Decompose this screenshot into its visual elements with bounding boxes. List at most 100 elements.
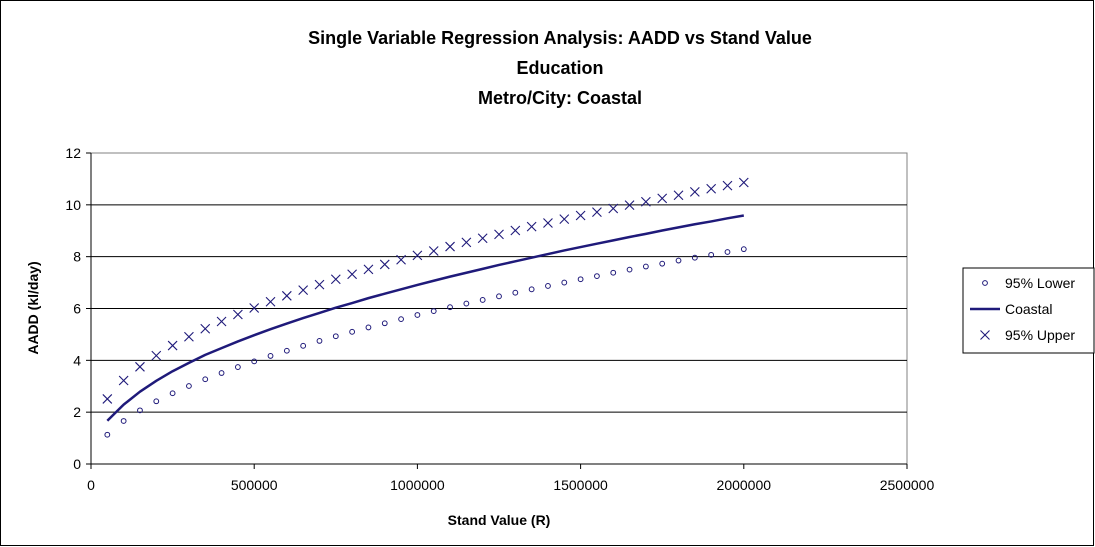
data-point xyxy=(512,289,519,296)
y-axis-title: AADD (kl/day) xyxy=(25,261,41,354)
data-point xyxy=(267,353,274,359)
y-tick-label: 8 xyxy=(73,249,81,265)
data-point xyxy=(477,233,488,244)
chart-title: Single Variable Regression Analysis: AAD… xyxy=(308,28,812,108)
data-point xyxy=(251,358,258,365)
data-point xyxy=(642,263,649,270)
data-point xyxy=(216,316,227,327)
legend-entry: Coastal xyxy=(970,301,1052,317)
y-tick-label: 12 xyxy=(65,145,81,161)
series-95-lower xyxy=(104,246,747,438)
data-point xyxy=(561,279,568,286)
data-point xyxy=(398,316,404,323)
data-point xyxy=(428,246,439,256)
data-point xyxy=(135,361,145,372)
y-tick-label: 2 xyxy=(73,404,81,420)
data-point xyxy=(218,370,225,376)
data-point xyxy=(673,190,684,201)
legend-label: 95% Upper xyxy=(1005,327,1075,343)
data-point xyxy=(545,283,551,289)
data-point xyxy=(592,207,602,217)
x-tick-label: 500000 xyxy=(231,477,278,493)
data-point xyxy=(118,375,129,386)
data-point xyxy=(594,273,600,280)
y-tick-label: 10 xyxy=(65,197,81,213)
data-point xyxy=(137,407,143,414)
data-point xyxy=(479,297,486,303)
data-point xyxy=(316,337,323,344)
legend-label: 95% Lower xyxy=(1005,275,1075,291)
data-point xyxy=(102,394,113,404)
data-point xyxy=(447,304,453,311)
data-point xyxy=(610,269,617,276)
legend-swatch xyxy=(982,280,988,286)
legend-swatch xyxy=(980,330,990,340)
data-point xyxy=(494,229,504,240)
data-point xyxy=(430,308,437,314)
x-axis-ticks: 0 500000 1000000 1500000 2000000 2500000 xyxy=(87,464,934,493)
data-point xyxy=(234,364,241,370)
data-point xyxy=(526,221,537,232)
data-point xyxy=(104,431,111,438)
series-95-upper xyxy=(102,177,749,404)
data-point xyxy=(412,250,423,261)
data-point xyxy=(657,193,668,204)
legend-label: Coastal xyxy=(1005,301,1052,317)
legend-entry: 95% Upper xyxy=(980,327,1075,343)
y-tick-label: 4 xyxy=(73,352,81,368)
x-axis-title: Stand Value (R) xyxy=(448,512,551,528)
data-point xyxy=(461,237,472,248)
data-point xyxy=(689,186,700,197)
data-point xyxy=(365,324,372,331)
data-point xyxy=(675,257,682,264)
data-point xyxy=(298,285,309,295)
data-point xyxy=(283,347,290,354)
chart-title-line-1: Single Variable Regression Analysis: AAD… xyxy=(308,28,812,48)
data-point xyxy=(528,286,535,293)
data-point xyxy=(330,274,341,285)
x-tick-label: 2500000 xyxy=(880,477,935,493)
data-point xyxy=(659,260,666,267)
data-point xyxy=(706,183,717,194)
data-point xyxy=(575,210,586,221)
chart-title-line-3: Metro/City: Coastal xyxy=(478,88,642,108)
data-point xyxy=(186,383,192,389)
data-point xyxy=(232,309,243,320)
data-point xyxy=(496,293,502,300)
data-point xyxy=(708,251,715,258)
chart-title-line-2: Education xyxy=(516,58,603,78)
data-point xyxy=(738,177,749,188)
data-point xyxy=(167,340,178,351)
data-point xyxy=(608,203,619,214)
data-point xyxy=(463,300,470,307)
data-point xyxy=(265,296,276,307)
series-line xyxy=(106,214,745,422)
data-point xyxy=(153,398,160,405)
data-point xyxy=(151,350,162,361)
data-point xyxy=(543,218,553,228)
data-point xyxy=(347,269,358,280)
data-point xyxy=(281,290,292,301)
data-point xyxy=(724,249,731,255)
data-point xyxy=(640,196,651,207)
x-tick-label: 1500000 xyxy=(553,477,608,493)
data-point xyxy=(624,200,635,210)
data-point xyxy=(200,323,211,334)
legend-box xyxy=(962,267,1095,354)
data-point xyxy=(396,254,406,265)
y-axis-ticks: 0 2 4 6 8 10 12 xyxy=(65,145,91,472)
data-point xyxy=(349,328,356,335)
data-point xyxy=(314,279,325,290)
data-point xyxy=(379,259,390,270)
data-point xyxy=(120,418,127,424)
data-point xyxy=(332,333,339,340)
data-point xyxy=(722,180,733,191)
data-point xyxy=(169,390,176,397)
x-tick-label: 1000000 xyxy=(390,477,445,493)
series-coastal xyxy=(106,214,745,422)
data-point xyxy=(626,266,633,273)
data-point xyxy=(577,276,584,283)
y-tick-label: 6 xyxy=(73,301,81,317)
series-layer xyxy=(102,177,749,438)
